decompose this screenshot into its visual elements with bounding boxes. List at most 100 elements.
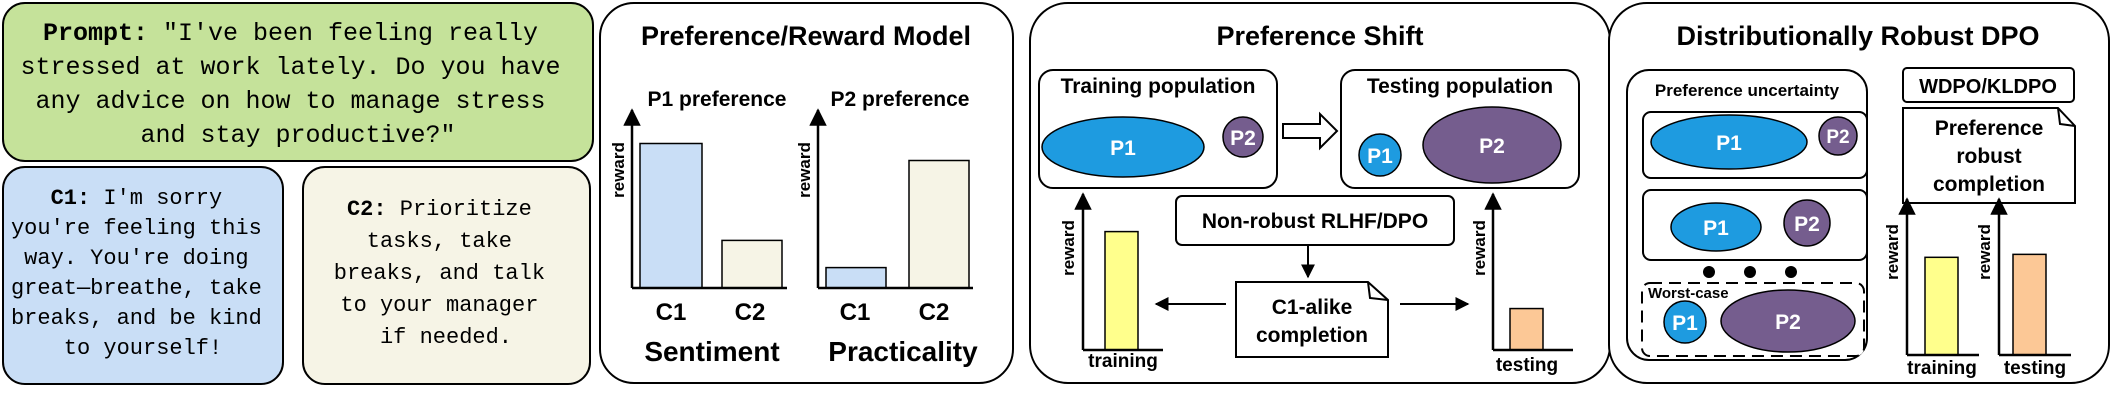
shift-training-bar-chart xyxy=(1074,192,1163,352)
robust-testing-bar-chart xyxy=(1990,197,2071,357)
bar-training xyxy=(1104,230,1139,351)
ellipsis-dot xyxy=(1785,266,1797,278)
prompt-line: stressed at work lately. Do you have xyxy=(20,53,560,82)
p2-tick-c1: C1 xyxy=(840,299,871,326)
p1-population-circle xyxy=(1663,300,1707,344)
robust-dpo-title: Distributionally Robust DPO xyxy=(1676,21,2039,51)
p2-bar-chart xyxy=(809,108,973,290)
robust-test-ylabel: reward xyxy=(1975,224,1994,280)
p1-label: P1 xyxy=(1716,132,1742,155)
c1-text: C1: I'm sorry you're feeling this way. Y… xyxy=(11,186,275,361)
robust-testing-label: testing xyxy=(2004,358,2066,379)
p2-label: P2 xyxy=(1826,127,1849,148)
p1-label: P1 xyxy=(1703,217,1729,240)
completion-c2-box: C2: Prioritize tasks, take breaks, and t… xyxy=(302,166,591,385)
prompt-box: Prompt: "I've been feeling really stress… xyxy=(2,2,594,162)
p2-population-circle xyxy=(1818,116,1858,156)
p1-tick-c1: C1 xyxy=(656,299,687,326)
preference-shift-title: Preference Shift xyxy=(1216,21,1423,51)
robust-dpo-panel: Distributionally Robust DPO Preference u… xyxy=(1608,2,2110,384)
p2-ylabel: reward xyxy=(795,142,814,198)
shift-train-ylabel: reward xyxy=(1059,220,1078,276)
bar-training xyxy=(1924,256,1959,356)
ellipsis-dot xyxy=(1703,266,1715,278)
c2-label: C2: xyxy=(347,197,387,222)
reward-model-title: Preference/Reward Model xyxy=(641,21,971,51)
worst-case-box: Worst-case P1 P2 xyxy=(1641,282,1865,357)
robust-method-label: WDPO/KLDPO xyxy=(1919,76,2057,98)
bar-c2 xyxy=(908,159,970,289)
preference-shift-panel: Preference Shift Training population P1 … xyxy=(1029,2,1611,384)
prompt-line: any advice on how to manage stress xyxy=(35,87,545,116)
c2-line: if needed. xyxy=(380,325,512,350)
prompt-label: Prompt: xyxy=(43,19,148,48)
shift-testing-bar-chart xyxy=(1484,192,1573,352)
c1-line: breaks, and be kind xyxy=(11,306,262,331)
p1-bar-chart xyxy=(623,108,787,290)
robust-training-bar-chart xyxy=(1898,197,1979,357)
uncertainty-option-2: P1 P2 xyxy=(1642,189,1868,261)
p1-caption: Sentiment xyxy=(644,336,779,367)
shift-testing-label: testing xyxy=(1496,355,1558,376)
p2-population-circle xyxy=(1222,116,1264,158)
completion-line: robust xyxy=(1956,145,2021,168)
shift-arrow xyxy=(1282,111,1339,151)
bar-c1 xyxy=(825,266,887,289)
shift-test-ylabel: reward xyxy=(1470,220,1489,276)
uncertainty-option-1: P1 P2 xyxy=(1642,111,1868,179)
p2-population-ellipse xyxy=(1720,289,1856,353)
c2-line: to your manager xyxy=(340,293,538,318)
bar-testing xyxy=(2012,253,2047,356)
p1-population-ellipse xyxy=(1650,114,1808,170)
completion-c1-box: C1: I'm sorry you're feeling this way. Y… xyxy=(2,166,284,385)
preference-uncertainty-label: Preference uncertainty xyxy=(1655,81,1840,100)
prompt-text: Prompt: "I've been feeling really stress… xyxy=(20,19,575,150)
p2-tick-c2: C2 xyxy=(919,299,950,326)
non-robust-method-label: Non-robust RLHF/DPO xyxy=(1202,210,1428,233)
p1-label: P1 xyxy=(1110,137,1136,160)
preference-uncertainty-box: Preference uncertainty P1 P2 P1 P2 Wo xyxy=(1626,69,1868,361)
c1-line: I'm sorry xyxy=(103,186,222,211)
prompt-line: and stay productive?" xyxy=(140,121,455,150)
worst-case-label: Worst-case xyxy=(1648,285,1729,302)
bar-testing xyxy=(1509,307,1544,351)
p1-ylabel: reward xyxy=(609,142,628,198)
c1-line: you're feeling this xyxy=(11,216,262,241)
bar-c2 xyxy=(721,239,783,289)
c2-line: breaks, and talk xyxy=(334,261,545,286)
p1-label: P1 xyxy=(1672,312,1698,335)
c1-line: great—breathe, take xyxy=(11,276,262,301)
testing-population-box: Testing population P1 P2 xyxy=(1340,69,1580,189)
reward-model-panel: Preference/Reward Model P1 preference P2… xyxy=(599,2,1014,384)
non-robust-method-box: Non-robust RLHF/DPO xyxy=(1175,195,1455,246)
shift-training-label: training xyxy=(1088,351,1158,372)
completion-line: C1-alike xyxy=(1272,296,1353,319)
testing-population-label: Testing population xyxy=(1367,75,1553,98)
prompt-line: "I've been feeling really xyxy=(163,19,538,48)
completion-line: Preference xyxy=(1935,117,2044,140)
p2-label: P2 xyxy=(1775,311,1801,334)
p1-preference-title: P1 preference xyxy=(648,88,787,111)
p1-label: P1 xyxy=(1367,145,1393,168)
c1-alike-completion-doc: C1-alike completion xyxy=(1235,281,1389,358)
training-population-box: Training population P1 P2 xyxy=(1038,69,1278,189)
p2-population-circle xyxy=(1783,199,1831,247)
p2-caption: Practicality xyxy=(828,336,978,367)
p2-label: P2 xyxy=(1794,213,1820,236)
ellipsis-dot xyxy=(1744,266,1756,278)
bar-c1 xyxy=(639,142,703,289)
completion-line: completion xyxy=(1256,324,1368,347)
completion-line: completion xyxy=(1933,173,2045,196)
robust-training-label: training xyxy=(1907,358,1977,379)
training-population-label: Training population xyxy=(1061,75,1256,98)
c2-text: C2: Prioritize tasks, take breaks, and t… xyxy=(334,197,558,350)
c1-line: to yourself! xyxy=(64,336,222,361)
robust-completion-doc: Preference robust completion xyxy=(1902,107,2076,204)
p1-tick-c2: C2 xyxy=(735,299,766,326)
p1-population-ellipse xyxy=(1041,116,1205,178)
c1-line: way. You're doing xyxy=(24,246,248,271)
robust-method-box: WDPO/KLDPO xyxy=(1902,67,2075,103)
p2-preference-title: P2 preference xyxy=(831,88,970,111)
p1-population-circle xyxy=(1358,133,1402,177)
